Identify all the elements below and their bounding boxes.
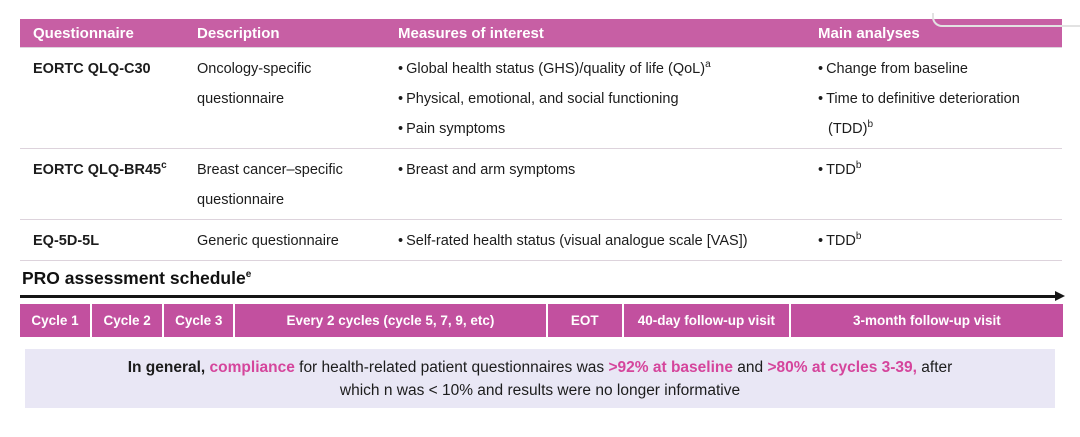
- measures-cell: Self-rated health status (visual analogu…: [385, 220, 805, 260]
- cropped-panel-corner: [932, 13, 1080, 27]
- description-line: Generic questionnaire: [197, 233, 339, 249]
- note-text: for health-related patient questionnaire…: [294, 359, 609, 376]
- footnote-marker: c: [161, 160, 167, 172]
- description-cell: Generic questionnaire: [184, 220, 385, 260]
- footnote-marker: b: [867, 119, 874, 131]
- table-row: EORTC QLQ-C30 Oncology-specific question…: [20, 47, 1062, 148]
- analysis-item: Time to definitive deterioration: [818, 84, 1058, 114]
- timeline-segment-3-month-followup: 3-month follow-up visit: [790, 304, 1063, 337]
- schedule-title-text: PRO assessment schedule: [22, 268, 246, 288]
- note-text: after: [916, 359, 953, 376]
- questionnaire-name-text: EQ-5D-5L: [33, 233, 100, 249]
- timeline-arrow: [20, 291, 1065, 301]
- column-header-measures: Measures of interest: [398, 25, 544, 42]
- description-line: Breast cancer–specific: [197, 162, 343, 178]
- description-line: Oncology-specific: [197, 61, 312, 77]
- measures-cell: Breast and arm symptoms: [385, 149, 805, 219]
- analysis-item: TDDb: [818, 155, 1058, 185]
- timeline-segment-40-day-followup: 40-day follow-up visit: [623, 304, 789, 337]
- questionnaire-name-text: EORTC QLQ-BR45: [33, 162, 162, 178]
- measures-cell: Global health status (GHS)/quality of li…: [385, 48, 805, 148]
- timeline-segment-cycle-3: Cycle 3: [164, 304, 234, 337]
- analysis-item-continuation: (TDD)b: [818, 114, 1058, 144]
- description-line: questionnaire: [197, 91, 285, 107]
- measure-text: Global health status (GHS)/quality of li…: [406, 61, 706, 77]
- measure-item: Pain symptoms: [398, 114, 801, 144]
- questionnaire-name: EORTC QLQ-BR45c: [20, 149, 184, 219]
- measure-item: Global health status (GHS)/quality of li…: [398, 54, 801, 84]
- analyses-cell: TDDb: [805, 149, 1062, 219]
- footnote-marker: b: [855, 231, 862, 243]
- table-row: EQ-5D-5L Generic questionnaire Self-rate…: [20, 219, 1062, 261]
- compliance-note: In general, compliance for health-relate…: [25, 349, 1055, 408]
- questionnaire-table: Questionnaire Description Measures of in…: [20, 19, 1062, 261]
- timeline-segment-cycle-1: Cycle 1: [20, 304, 91, 337]
- measure-item: Breast and arm symptoms: [398, 155, 801, 185]
- column-header-description: Description: [197, 25, 280, 42]
- analysis-item: Change from baseline: [818, 54, 1058, 84]
- questionnaire-name-text: EORTC QLQ-C30: [33, 61, 151, 77]
- description-cell: Oncology-specific questionnaire: [184, 48, 385, 148]
- column-header-analyses: Main analyses: [818, 25, 920, 42]
- timeline-segment-cycle-2: Cycle 2: [92, 304, 163, 337]
- note-text: In general,: [127, 359, 210, 376]
- analyses-cell: TDDb: [805, 220, 1062, 260]
- description-line: questionnaire: [197, 192, 285, 208]
- column-header-questionnaire: Questionnaire: [33, 25, 134, 42]
- footnote-marker: b: [855, 160, 862, 172]
- timeline-bar: Cycle 1 Cycle 2 Cycle 3 Every 2 cycles (…: [20, 304, 1063, 337]
- analysis-text: TDD: [826, 233, 856, 249]
- questionnaire-name: EQ-5D-5L: [20, 220, 184, 260]
- compliance-note-line-2: which n was < 10% and results were no lo…: [339, 382, 741, 399]
- note-text: and: [732, 359, 768, 376]
- analysis-text: (TDD): [828, 121, 868, 137]
- measure-item: Self-rated health status (visual analogu…: [398, 226, 801, 256]
- note-highlight: >80% at cycles 3-39,: [767, 359, 917, 376]
- timeline-segment-every-2-cycles: Every 2 cycles (cycle 5, 7, 9, etc): [235, 304, 546, 337]
- measure-item: Physical, emotional, and social function…: [398, 84, 801, 114]
- questionnaire-name: EORTC QLQ-C30: [20, 48, 184, 148]
- analysis-item: TDDb: [818, 226, 1058, 256]
- note-highlight: compliance: [209, 359, 295, 376]
- footnote-marker: a: [705, 59, 711, 71]
- compliance-note-line-1: In general, compliance for health-relate…: [37, 356, 1043, 379]
- timeline-segment-eot: EOT: [547, 304, 622, 337]
- table-header-row: Questionnaire Description Measures of in…: [20, 19, 1062, 47]
- description-cell: Breast cancer–specific questionnaire: [184, 149, 385, 219]
- footnote-marker: e: [245, 269, 252, 281]
- analyses-cell: Change from baseline Time to definitive …: [805, 48, 1062, 148]
- note-highlight: >92% at baseline: [608, 359, 733, 376]
- table-row: EORTC QLQ-BR45c Breast cancer–specific q…: [20, 148, 1062, 219]
- schedule-title: PRO assessment schedulee: [22, 268, 1080, 289]
- analysis-text: TDD: [826, 162, 856, 178]
